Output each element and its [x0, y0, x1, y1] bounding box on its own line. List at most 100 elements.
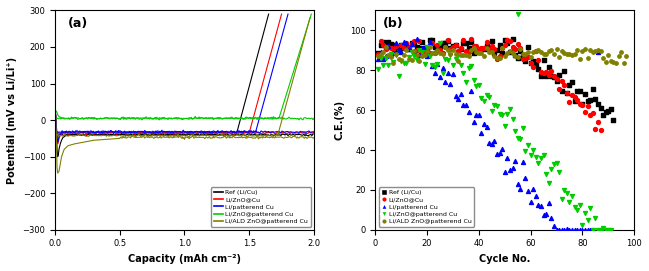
Point: [557, 197, 567, 201]
Point: [398, 46, 409, 50]
Y-axis label: C.E.(%): C.E.(%): [334, 100, 345, 140]
Point: [572, 228, 582, 232]
Point: [388, 50, 398, 55]
Point: [518, 57, 528, 61]
Point: [593, 102, 603, 106]
Point: [482, 39, 492, 44]
Point: [456, 63, 466, 67]
Point: [474, 47, 484, 52]
Point: [422, 54, 432, 58]
Point: [523, 54, 533, 59]
Point: [427, 63, 437, 68]
Point: [500, 169, 510, 174]
Point: [419, 53, 430, 57]
Point: [600, 109, 611, 114]
Point: [582, 55, 593, 60]
Point: [391, 52, 401, 57]
Point: [580, 211, 590, 215]
Point: [561, 91, 572, 95]
Point: [422, 49, 432, 53]
Point: [479, 54, 489, 59]
Point: [489, 53, 500, 58]
Point: [492, 56, 502, 60]
Point: [569, 228, 580, 232]
Point: [526, 61, 536, 65]
Point: [585, 98, 595, 102]
Point: [476, 51, 487, 55]
Text: (b): (b): [383, 17, 404, 30]
Point: [505, 107, 515, 112]
Point: [401, 41, 411, 45]
Point: [531, 155, 541, 160]
Point: [417, 40, 427, 44]
Point: [466, 39, 476, 44]
Point: [552, 228, 562, 232]
Point: [378, 43, 388, 48]
Point: [574, 102, 585, 106]
Point: [557, 49, 567, 53]
Point: [461, 103, 471, 107]
Point: [587, 50, 598, 54]
Point: [515, 136, 526, 141]
Point: [492, 48, 502, 52]
Point: [552, 77, 562, 82]
Point: [471, 84, 482, 88]
Point: [383, 40, 393, 45]
Point: [541, 52, 552, 56]
Point: [430, 71, 440, 75]
Point: [424, 40, 435, 44]
Point: [487, 109, 497, 113]
Point: [582, 99, 593, 104]
Point: [608, 60, 618, 64]
Point: [603, 53, 613, 57]
Point: [528, 59, 539, 63]
Point: [432, 62, 443, 66]
Point: [544, 201, 554, 205]
Point: [453, 53, 463, 57]
Point: [430, 65, 440, 69]
Point: [414, 46, 424, 51]
Point: [587, 228, 598, 232]
Point: [443, 48, 453, 53]
Point: [577, 49, 587, 53]
Point: [528, 64, 539, 69]
Point: [526, 61, 536, 65]
Point: [569, 205, 580, 209]
Point: [383, 45, 393, 49]
Point: [585, 206, 595, 210]
Point: [476, 46, 487, 51]
Point: [469, 120, 479, 124]
Point: [419, 46, 430, 50]
Point: [450, 43, 461, 48]
Point: [541, 74, 552, 78]
Point: [595, 128, 606, 132]
Point: [582, 218, 593, 223]
Point: [445, 53, 456, 57]
Point: [567, 194, 577, 198]
Point: [432, 48, 443, 52]
Point: [461, 41, 471, 46]
Point: [500, 38, 510, 43]
Point: [469, 51, 479, 55]
Point: [595, 106, 606, 110]
Point: [508, 117, 518, 121]
Point: [544, 65, 554, 69]
Point: [572, 98, 582, 102]
Point: [391, 53, 401, 57]
Point: [435, 41, 445, 45]
Point: [546, 167, 557, 171]
Point: [448, 72, 458, 76]
Point: [401, 47, 411, 52]
Point: [463, 50, 474, 54]
Point: [546, 48, 557, 53]
Point: [476, 96, 487, 100]
Point: [463, 110, 474, 115]
Point: [533, 57, 544, 62]
Point: [458, 41, 469, 45]
Point: [580, 92, 590, 97]
Point: [476, 131, 487, 136]
Point: [380, 53, 391, 58]
Point: [564, 83, 574, 88]
Point: [564, 51, 574, 56]
Point: [435, 50, 445, 55]
